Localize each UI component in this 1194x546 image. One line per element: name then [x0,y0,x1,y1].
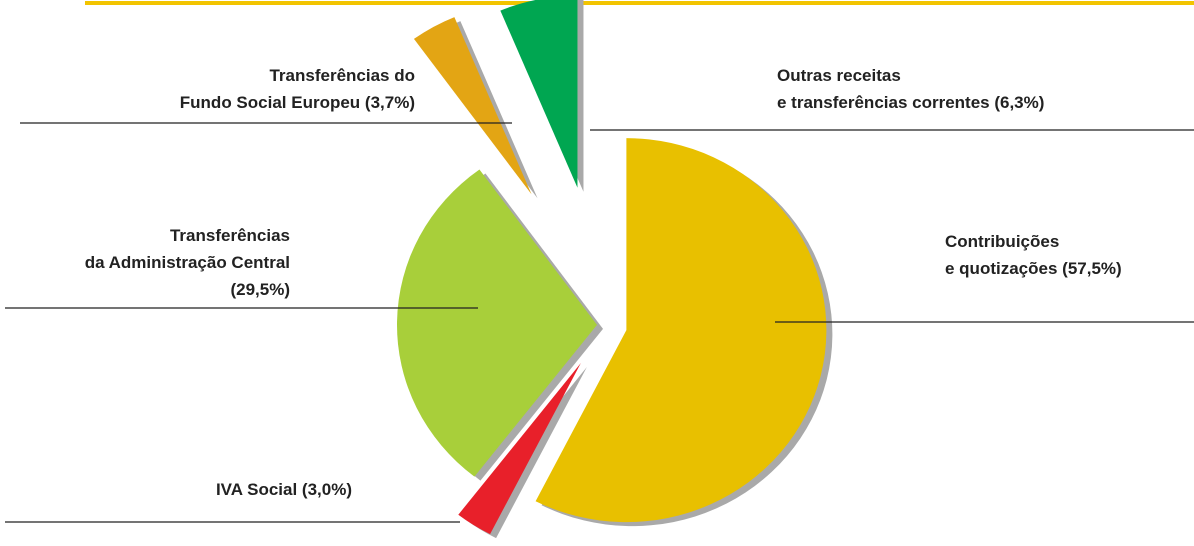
value-label: (29,5%) [230,280,290,299]
category-label: Transferências do Fundo Social Europeu [179,66,415,112]
slice-label: IVA Social (3,0%) [216,476,352,503]
slice [535,138,827,523]
category-label: Outras receitas e transferências corrent… [777,66,990,112]
slice-label: Contribuições e quotizações (57,5%) [945,228,1122,282]
category-label: Contribuições e quotizações [945,232,1060,278]
value-label: (3,0%) [301,480,352,499]
slice-label: Transferências do Fundo Social Europeu (… [180,62,415,116]
category-label: IVA Social [215,480,298,499]
slice [500,0,578,188]
value-label: (6,3%) [994,93,1045,112]
category-label: Transferências da Administração Central [84,226,290,272]
slice-label: Outras receitas e transferências corrent… [777,62,1044,116]
slice [458,362,581,535]
slice [397,169,598,477]
value-label: (3,7%) [364,93,415,112]
value-label: (57,5%) [1062,259,1122,278]
slice [413,17,532,195]
slice-label: Transferências da Administração Central … [85,222,290,303]
